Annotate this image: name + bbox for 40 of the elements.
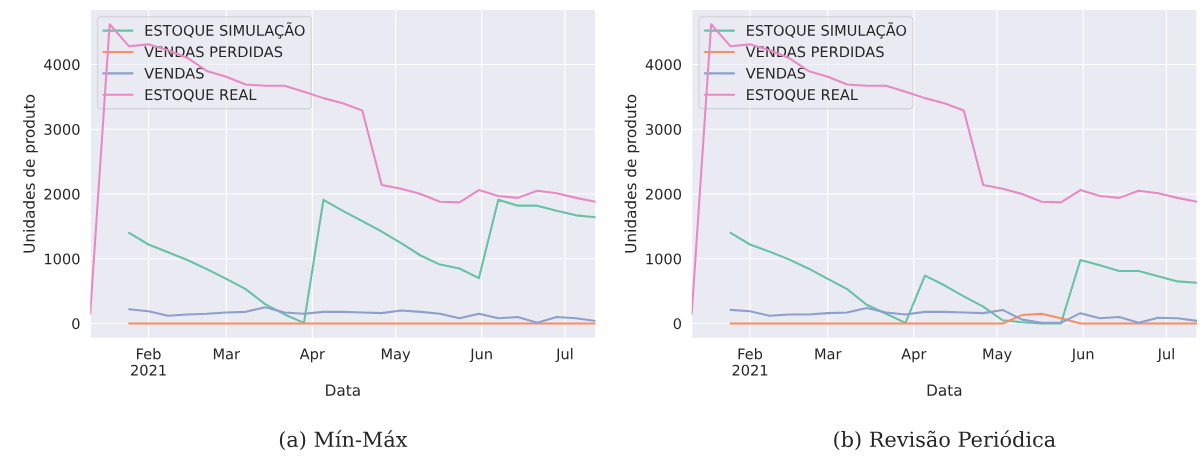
text: (a) Mín-Máx (279, 430, 408, 451)
line-series (729, 306, 1197, 324)
y-axis-title: Unidades de produto (23, 94, 38, 253)
x-axis-title: Data (326, 384, 360, 396)
x-tick-label: Mar (815, 348, 842, 360)
x-tick-label: Apr (901, 348, 927, 363)
x-tick-label: Feb 2021 (131, 348, 166, 376)
x-tick-label: Mar (213, 348, 241, 360)
legend-label: ESTOQUE REAL (747, 89, 858, 102)
y-tick-label: 0 (72, 318, 80, 330)
x-tick-label: May (381, 348, 411, 363)
legend-label: ESTOQUE REAL (145, 89, 257, 102)
y-tick-label: 4000 (44, 59, 80, 71)
y-tick-label: 1000 (44, 253, 80, 265)
x-tick-label: May (983, 348, 1012, 363)
y-tick-label: 3000 (646, 123, 682, 135)
legend-label: ESTOQUE SIMULAÇÃO (747, 22, 907, 39)
x-tick-label: Feb 2021 (732, 348, 768, 376)
line-series (128, 198, 596, 324)
x-tick-label: Jun (1071, 348, 1094, 363)
y-tick-label: 0 (673, 318, 682, 330)
y-tick-label: 2000 (645, 188, 682, 200)
legend-label: VENDAS (144, 67, 204, 79)
text: (b) Revisão Periódica (834, 430, 1056, 451)
y-tick-label: 1000 (646, 253, 682, 265)
legend-label: ESTOQUE SIMULAÇÃO (145, 22, 305, 39)
legend-label: VENDAS (745, 67, 806, 79)
y-axis-title: Unidades de produto (624, 94, 640, 253)
x-tick-label: Apr (299, 348, 325, 363)
y-tick-label: 4000 (645, 59, 682, 71)
line-series (128, 306, 596, 324)
line-series (729, 231, 1197, 325)
x-axis-title: Data (927, 384, 962, 396)
y-tick-label: 3000 (44, 123, 80, 135)
x-tick-label: Jul (1156, 348, 1174, 363)
line-series (691, 23, 1197, 315)
line-series (729, 312, 1197, 325)
y-tick-label: 2000 (44, 188, 80, 200)
x-tick-label: Jun (469, 348, 492, 363)
x-tick-label: Jul (555, 348, 573, 363)
